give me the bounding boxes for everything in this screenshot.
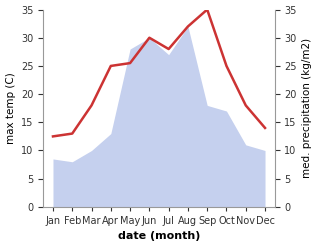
X-axis label: date (month): date (month) [118, 231, 200, 242]
Y-axis label: med. precipitation (kg/m2): med. precipitation (kg/m2) [302, 38, 313, 178]
Y-axis label: max temp (C): max temp (C) [5, 72, 16, 144]
